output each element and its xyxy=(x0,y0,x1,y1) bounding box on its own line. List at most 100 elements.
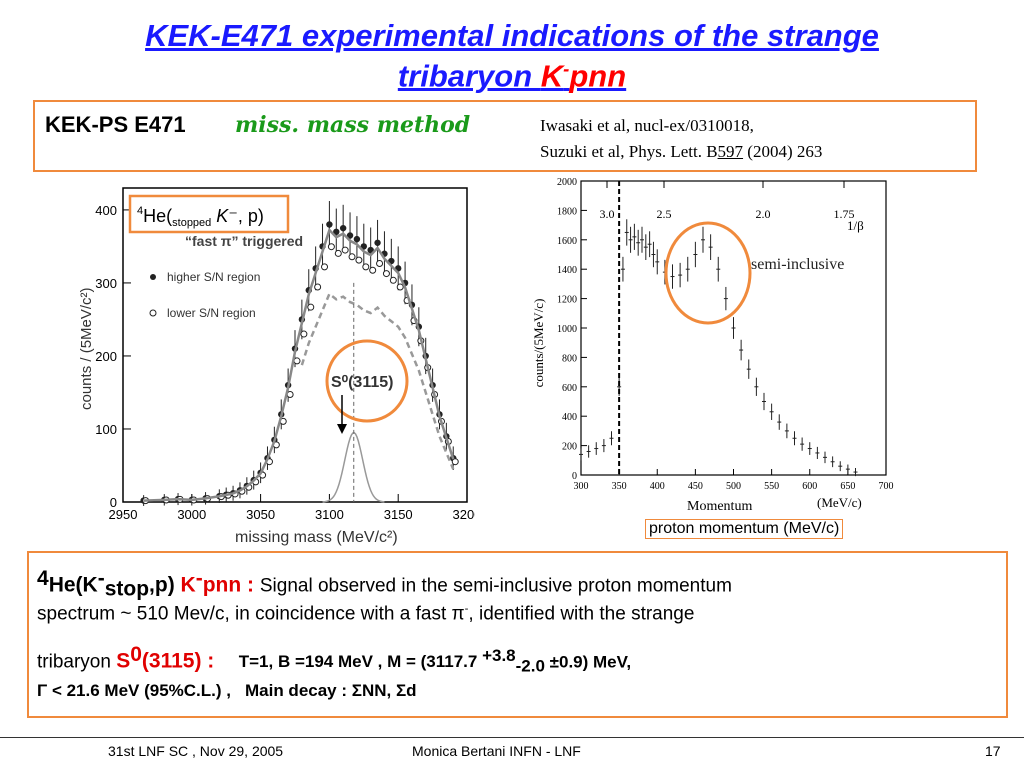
method-label: miss. mass method xyxy=(235,112,471,138)
right-ytick-label: 1000 xyxy=(557,324,577,335)
l3-sub2: -2.0 xyxy=(515,656,545,676)
right-xtick-label: 650 xyxy=(840,481,855,492)
left-fit-dashed xyxy=(300,291,455,470)
right-ytick-label: 400 xyxy=(562,412,577,423)
l2-b: , identified with the strange xyxy=(468,603,695,625)
title-kaon-charge: - xyxy=(563,58,570,79)
right-xtick-label: 550 xyxy=(764,481,779,492)
right-xtick-label: 400 xyxy=(650,481,665,492)
left-point-open xyxy=(348,253,356,261)
left-point-filled xyxy=(353,235,361,243)
experiment-label: KEK-PS E471 xyxy=(45,112,186,137)
right-ytick-label: 1400 xyxy=(557,265,577,276)
right-toptick-label: 2.5 xyxy=(657,207,672,221)
left-xlabel: missing mass (MeV/c²) xyxy=(235,529,398,546)
left-point-open xyxy=(362,263,370,271)
right-toptick-label: 3.0 xyxy=(600,207,615,221)
left-ytick-label: 100 xyxy=(95,422,117,437)
left-xtick-label: 3100 xyxy=(315,507,344,522)
summary-box: 4He(K-stop,p) K-pnn : Signal observed in… xyxy=(27,551,1008,718)
right-ytick-label: 0 xyxy=(572,471,577,482)
right-ytick-label: 1600 xyxy=(557,236,577,247)
left-point-filled xyxy=(339,224,347,232)
signal-highlight-circle xyxy=(664,221,752,325)
left-ytick-label: 400 xyxy=(95,203,117,218)
reference-2-b: (2004) 263 xyxy=(743,142,823,161)
right-ytick-label: 1200 xyxy=(557,295,577,306)
left-xtick-label: 3200 xyxy=(453,507,475,522)
summary-line2: spectrum ~ 510 Mev/c, in coincidence wit… xyxy=(37,603,694,625)
reaction-a: He( xyxy=(143,206,172,226)
top-axis-label: 1/β xyxy=(847,218,864,233)
legend-marker-open xyxy=(149,309,157,317)
l1-sup4: 4 xyxy=(37,567,49,590)
s0-annotation: S⁰(3115) xyxy=(331,374,393,391)
l3-e: ±0.9) MeV, xyxy=(544,652,632,672)
l3-b: S xyxy=(116,649,131,673)
left-y-ticks: 0 100 200 300 400 xyxy=(95,203,131,510)
left-point-open xyxy=(321,263,329,271)
title-pnn: pnn xyxy=(569,58,627,94)
right-y-ticks: 0 200 400 600 800 1000 1200 1400 1600 1800 2000 xyxy=(557,177,587,482)
left-ytick-label: 0 xyxy=(110,495,117,510)
l1-d: pnn : xyxy=(202,573,260,597)
left-point-open xyxy=(334,249,342,257)
semi-inclusive-label: semi-inclusive xyxy=(751,256,844,273)
right-xtick-label: 500 xyxy=(726,481,741,492)
left-point-open xyxy=(314,283,322,291)
left-x-ticks: 2950 3000 3050 3100 3150 3200 xyxy=(109,494,475,522)
left-point-open xyxy=(369,266,377,274)
right-top-ticks: 3.0 2.5 2.0 1.75 xyxy=(600,181,855,221)
left-point-open xyxy=(327,243,335,251)
left-point-filled xyxy=(346,232,354,239)
l4-b: Main decay : ΣNN, Σd xyxy=(244,681,417,700)
l1-b: ,p) xyxy=(149,573,181,597)
right-ytick-label: 200 xyxy=(562,442,577,453)
right-xtick-label: 350 xyxy=(612,481,627,492)
l3-a: tribaryon xyxy=(37,651,117,673)
l3-sup2: +3.8 xyxy=(482,646,516,665)
footer-divider xyxy=(0,737,1024,738)
left-point-filled xyxy=(333,228,340,236)
l2-a: spectrum ~ 510 Mev/c, in coincidence wit… xyxy=(37,603,465,625)
right-xtick-label: 450 xyxy=(688,481,703,492)
reference-2-a: Suzuki et al, Phys. Lett. B xyxy=(540,142,718,161)
left-point-open xyxy=(451,458,459,466)
reaction-b: K xyxy=(211,206,229,226)
left-xtick-label: 3000 xyxy=(177,507,206,522)
left-point-open xyxy=(376,260,384,268)
left-fit-solid xyxy=(143,227,455,502)
left-xtick-label: 3050 xyxy=(246,507,275,522)
page-number: 17 xyxy=(985,743,1001,759)
reference-2: Suzuki et al, Phys. Lett. B597 (2004) 26… xyxy=(540,142,822,162)
summary-line1: 4He(K-stop,p) K-pnn : Signal observed in… xyxy=(37,567,732,602)
right-xtick-label: 600 xyxy=(802,481,817,492)
summary-line3: tribaryon S0(3115) : T=1, B =194 MeV , M… xyxy=(37,643,631,677)
l3-c: (3115) : xyxy=(141,649,215,673)
reaction-sup: 4 xyxy=(137,205,143,217)
left-point-open xyxy=(389,276,397,284)
left-point-filled xyxy=(326,221,333,228)
right-ytick-label: 800 xyxy=(562,353,577,364)
legend-series2: lower S/N region xyxy=(167,306,256,320)
right-toptick-label: 2.0 xyxy=(756,207,771,221)
summary-line4: Γ < 21.6 MeV (95%C.L.) , Main decay : ΣNN… xyxy=(37,681,417,701)
trigger-label: “fast π” triggered xyxy=(185,233,303,249)
plot-caption: proton momentum (MeV/c) xyxy=(645,519,844,539)
reaction-sub: stopped xyxy=(172,217,211,229)
slide-title-line2: tribaryon K-pnn xyxy=(0,58,1024,94)
right-ytick-label: 2000 xyxy=(557,177,577,188)
left-point-open xyxy=(307,303,315,311)
right-xtick-label: 300 xyxy=(574,481,589,492)
reference-2-volume: 597 xyxy=(717,142,744,161)
title-tribaryon: tribaryon xyxy=(397,58,541,94)
left-point-open xyxy=(382,270,390,278)
footer-left: 31st LNF SC , Nov 29, 2005 xyxy=(108,743,284,759)
l1-supm: - xyxy=(97,567,105,590)
left-ylabel: counts / (5MeV/c²) xyxy=(78,287,95,410)
l4-a: Γ < 21.6 MeV (95%C.L.) , xyxy=(37,681,231,700)
s0-highlight-circle xyxy=(325,339,409,423)
reaction-c: ⁻, p) xyxy=(228,206,264,226)
l1-a: He(K xyxy=(48,573,98,597)
left-ytick-label: 200 xyxy=(95,349,117,364)
